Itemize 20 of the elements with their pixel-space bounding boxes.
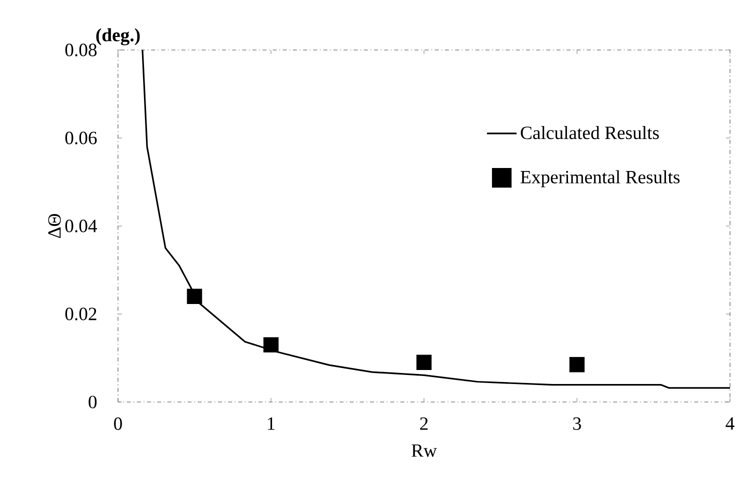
point <box>263 337 279 352</box>
x-axis-title: Rw <box>412 444 437 457</box>
legend-label: Experimental Results <box>520 170 680 188</box>
text: (deg.) <box>96 28 140 46</box>
x-tick-label: 1 <box>268 417 275 430</box>
y-tick-label: 0.04 <box>65 220 98 232</box>
legend-label: Calculated Results <box>520 126 659 140</box>
y-tick-label: 0.08 <box>65 44 97 56</box>
y-axis-title: ΔΘ <box>48 214 61 238</box>
x-tick-label: 2 <box>420 417 428 430</box>
y-tick-label: 0.02 <box>65 308 96 320</box>
line-series <box>142 49 731 389</box>
point <box>186 288 202 304</box>
point <box>569 357 585 372</box>
x-tick-label: 0 <box>114 417 122 430</box>
y-tick-label: 0 <box>88 396 97 408</box>
x-tick-label: 4 <box>726 417 734 430</box>
x-tick-label: 3 <box>573 417 581 430</box>
point <box>416 354 432 370</box>
y-tick-label: 0.06 <box>65 132 97 144</box>
